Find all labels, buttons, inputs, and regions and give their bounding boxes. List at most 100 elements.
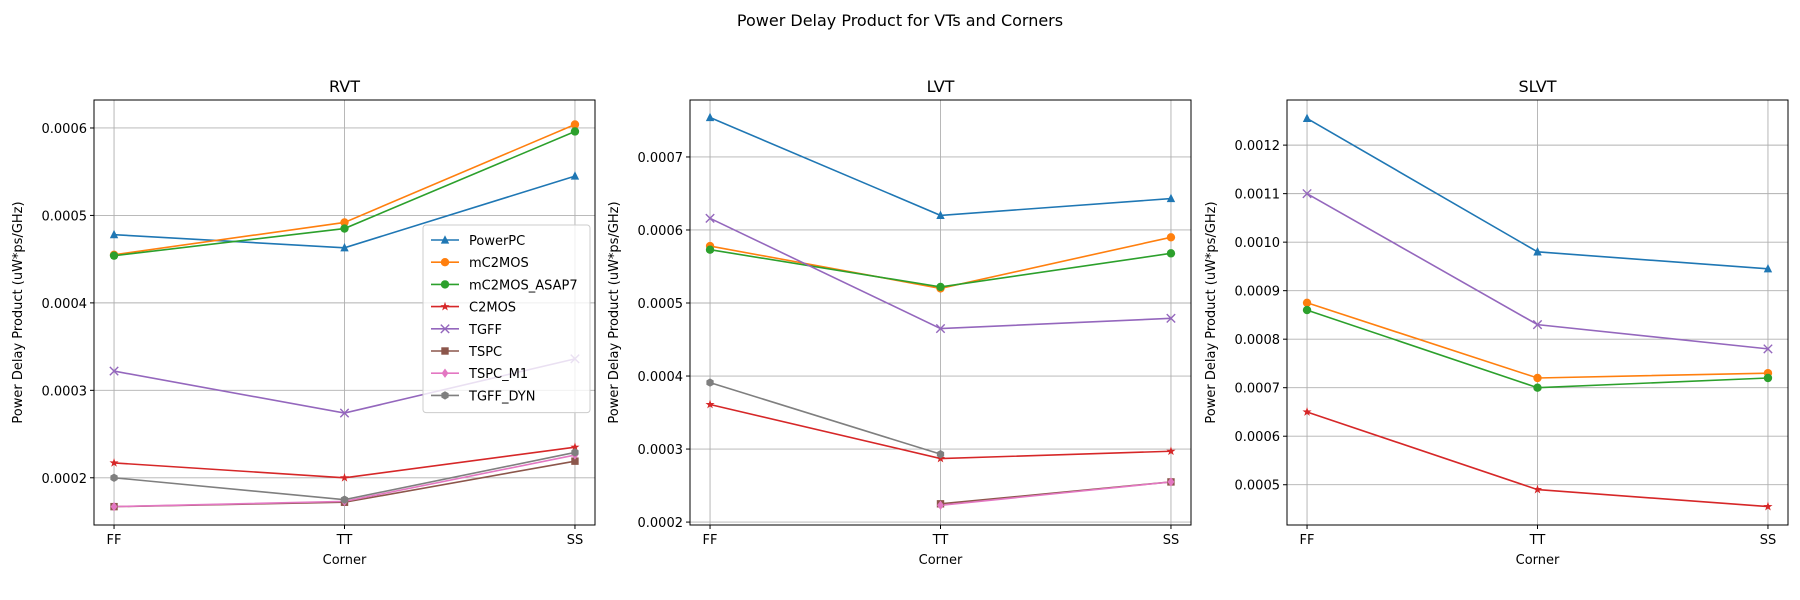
x-tick-label: TT: [932, 533, 949, 548]
legend-marker-mc2mos-asap7: [440, 280, 450, 289]
legend-box: [422, 224, 591, 414]
data-point-tspc-m1: [110, 501, 118, 512]
data-point-mc2mos: [1302, 298, 1312, 307]
legend-label-tgff-dyn: TGFF_DYN: [468, 389, 535, 404]
data-point-tspc: [571, 457, 579, 465]
data-point-mc2mos-asap7: [109, 251, 119, 260]
legend-label-tgff: TGFF: [468, 323, 502, 338]
y-axis-label: Power Delay Product (uW*ps/GHz): [11, 201, 26, 423]
data-point-c2mos: [339, 472, 350, 482]
data-point-tgff-dyn: [571, 448, 579, 457]
legend-label-mc2mos: mC2MOS: [469, 256, 529, 271]
data-point-c2mos: [1166, 446, 1176, 456]
y-tick-label: 0.0006: [638, 224, 684, 239]
data-point-mc2mos-asap7: [705, 245, 715, 254]
y-tick-label: 0.0005: [638, 297, 684, 312]
y-tick-label: 0.0011: [1235, 188, 1281, 203]
panel-title: RVT: [329, 77, 360, 96]
data-point-mc2mos: [570, 120, 580, 129]
y-tick-label: 0.0003: [638, 443, 684, 458]
legend-marker-tspc: [441, 347, 449, 355]
panel-title: LVT: [927, 77, 955, 96]
y-tick-label: 0.0010: [1235, 236, 1281, 251]
x-tick-label: FF: [703, 533, 718, 548]
y-tick-label: 0.0002: [638, 516, 684, 531]
data-point-mc2mos: [1533, 373, 1542, 383]
chart-panel-rvt: FF TT SS 0.0002 0.0003 0.0004 0.0005 0.0006 RVT C…: [11, 77, 596, 568]
data-point-mc2mos-asap7: [1533, 383, 1542, 392]
data-point-mc2mos-asap7: [1763, 373, 1773, 383]
data-point-c2mos: [570, 442, 580, 452]
data-point-tspc-m1: [937, 500, 944, 510]
legend-marker-mc2mos: [440, 258, 450, 267]
data-point-powerpc: [1763, 264, 1773, 273]
data-point-powerpc: [1302, 113, 1312, 123]
data-point-powerpc: [570, 171, 580, 180]
y-tick-label: 0.0006: [1235, 430, 1281, 445]
data-point-c2mos: [1763, 501, 1773, 511]
legend-marker-powerpc: [440, 235, 450, 244]
legend: PowerPC mC2MOS mC2MOS_ASAP7 C2MOS TGFF TSPC TS…: [422, 224, 591, 414]
legend-label-tspc-m1: TSPC_M1: [468, 367, 528, 382]
y-tick-label: 0.0004: [638, 370, 684, 385]
figure-title: Power Delay Product for VTs and Corners: [737, 11, 1063, 30]
y-tick-label: 0.0009: [1235, 285, 1281, 300]
y-tick-label: 0.0005: [42, 209, 88, 224]
y-tick-label: 0.0012: [1235, 139, 1281, 154]
data-point-c2mos: [1302, 407, 1312, 416]
y-tick-label: 0.0002: [42, 472, 88, 487]
legend-label-mc2mos-asap7: mC2MOS_ASAP7: [469, 278, 578, 293]
x-tick-label: SS: [567, 533, 584, 548]
data-point-tgff-dyn: [936, 449, 945, 459]
x-tick-label: SS: [1760, 533, 1777, 548]
chart-panel-lvt: FF TT SS 0.0002 0.0003 0.0004 0.0005 0.0006 0.00…: [607, 77, 1192, 568]
data-point-c2mos: [1532, 484, 1543, 494]
panel-title: SLVT: [1518, 77, 1556, 96]
data-point-tgff: [935, 323, 946, 334]
x-tick-label: SS: [1163, 533, 1180, 548]
data-point-powerpc: [936, 210, 945, 219]
data-point-powerpc: [1166, 193, 1176, 203]
legend-marker-tgff-dyn: [441, 391, 449, 400]
y-tick-label: 0.0008: [1235, 333, 1281, 348]
data-point-mc2mos: [340, 218, 349, 227]
data-point-tgff: [109, 366, 119, 376]
data-point-tgff-dyn: [340, 495, 349, 504]
data-point-mc2mos-asap7: [936, 282, 945, 292]
data-point-mc2mos: [1166, 233, 1176, 242]
data-point-tgff: [1166, 313, 1176, 324]
data-point-tgff-dyn: [110, 473, 118, 482]
data-point-tspc-m1: [1167, 477, 1175, 487]
data-point-c2mos: [705, 399, 715, 409]
legend-marker-c2mos: [440, 301, 450, 311]
data-point-mc2mos-asap7: [1166, 249, 1176, 258]
y-tick-label: 0.0006: [42, 122, 88, 137]
data-point-tgff: [1532, 319, 1543, 330]
x-axis-label: Corner: [323, 553, 367, 568]
legend-label-tspc: TSPC: [468, 345, 502, 360]
y-tick-label: 0.0004: [42, 297, 88, 312]
legend-marker-tgff: [440, 324, 450, 334]
chart-panels: FF TT SS 0.0002 0.0003 0.0004 0.0005 0.0006 RVT C…: [11, 77, 1789, 568]
y-tick-label: 0.0007: [1235, 382, 1281, 397]
x-axis-label: Corner: [1516, 553, 1560, 568]
y-axis-label: Power Delay Product (uW*ps/GHz): [607, 201, 622, 423]
series-line-tgff-dyn: [709, 381, 941, 455]
x-axis-label: Corner: [919, 553, 963, 568]
y-axis-label: Power Delay Product (uW*ps/GHz): [1204, 201, 1219, 423]
data-point-mc2mos-asap7: [1302, 305, 1312, 315]
series-line-tspc-m1: [940, 481, 1172, 507]
data-point-mc2mos-asap7: [340, 224, 349, 233]
data-point-tgff: [1763, 344, 1773, 354]
data-point-tgff: [705, 213, 715, 223]
y-tick-label: 0.0003: [42, 384, 88, 399]
data-point-tgff-dyn: [706, 378, 714, 387]
chart-panel-slvt: FF TT SS 0.0005 0.0006 0.0007 0.0008 0.0009 0.00…: [1204, 77, 1789, 568]
legend-label-c2mos: C2MOS: [469, 301, 516, 316]
x-tick-label: FF: [107, 533, 122, 548]
data-point-c2mos: [109, 458, 119, 467]
legend-label-powerpc: PowerPC: [469, 234, 525, 249]
data-point-powerpc: [705, 112, 715, 122]
data-point-powerpc: [340, 242, 349, 252]
